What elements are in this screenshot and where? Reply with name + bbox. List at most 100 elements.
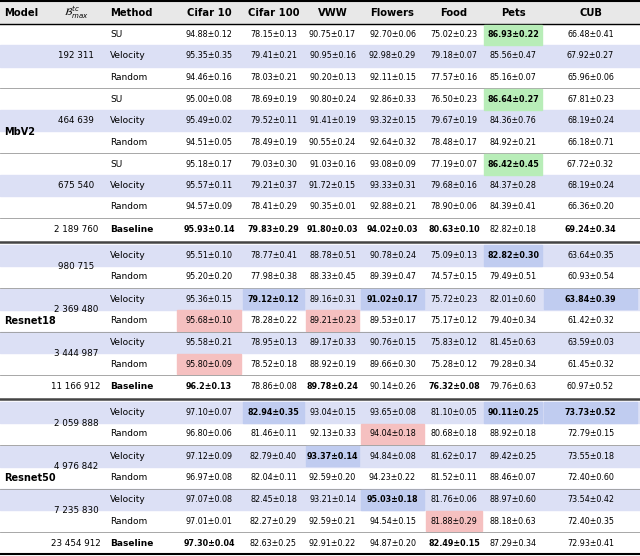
Text: 75.72±0.23: 75.72±0.23	[430, 295, 477, 304]
Text: 60.93±0.54: 60.93±0.54	[567, 272, 614, 281]
Text: 65.96±0.06: 65.96±0.06	[567, 73, 614, 82]
Bar	[0, 175, 640, 196]
Text: 82.01±0.60: 82.01±0.60	[490, 295, 536, 304]
Text: Food: Food	[440, 7, 468, 17]
Text: 92.59±0.20: 92.59±0.20	[309, 473, 356, 482]
Text: 84.37±0.28: 84.37±0.28	[490, 181, 536, 190]
Text: Baseline: Baseline	[110, 225, 154, 234]
Text: 95.49±0.02: 95.49±0.02	[186, 116, 232, 125]
Text: 2 369 480: 2 369 480	[54, 305, 98, 314]
Bar	[544, 403, 637, 423]
Text: 67.92±0.27: 67.92±0.27	[567, 52, 614, 61]
Bar	[544, 289, 637, 309]
Text: 72.79±0.15: 72.79±0.15	[567, 429, 614, 438]
Text: 75.17±0.12: 75.17±0.12	[431, 316, 477, 325]
Text: 66.48±0.41: 66.48±0.41	[567, 30, 614, 39]
Text: 94.88±0.12: 94.88±0.12	[186, 30, 232, 39]
Text: 82.49±0.15: 82.49±0.15	[428, 539, 480, 548]
Text: 89.17±0.33: 89.17±0.33	[309, 338, 356, 348]
Text: 69.24±0.34: 69.24±0.34	[564, 225, 616, 234]
Bar	[0, 110, 640, 131]
Text: 80.68±0.18: 80.68±0.18	[431, 429, 477, 438]
Text: 90.75±0.17: 90.75±0.17	[309, 30, 356, 39]
Text: 76.50±0.23: 76.50±0.23	[431, 95, 477, 104]
Text: 78.90±0.06: 78.90±0.06	[431, 202, 477, 211]
Text: 79.28±0.34: 79.28±0.34	[490, 360, 536, 369]
Text: 95.35±0.35: 95.35±0.35	[186, 52, 232, 61]
Text: 95.20±0.20: 95.20±0.20	[186, 272, 232, 281]
Text: 91.02±0.17: 91.02±0.17	[367, 295, 419, 304]
Bar	[484, 154, 542, 175]
Text: 82.82±0.30: 82.82±0.30	[487, 251, 539, 260]
Text: 93.37±0.14: 93.37±0.14	[307, 451, 358, 461]
Text: 96.2±0.13: 96.2±0.13	[186, 382, 232, 391]
Bar	[306, 446, 359, 466]
Text: 91.80±0.03: 91.80±0.03	[307, 225, 358, 234]
Text: 82.04±0.11: 82.04±0.11	[250, 473, 297, 482]
Bar	[361, 424, 424, 444]
Text: 79.76±0.63: 79.76±0.63	[490, 382, 536, 391]
Text: 94.87±0.20: 94.87±0.20	[369, 539, 416, 548]
Text: 78.41±0.29: 78.41±0.29	[250, 202, 297, 211]
Text: 82.45±0.18: 82.45±0.18	[250, 495, 297, 504]
Text: 89.66±0.30: 89.66±0.30	[369, 360, 416, 369]
Text: 95.57±0.11: 95.57±0.11	[186, 181, 232, 190]
Text: 94.23±0.22: 94.23±0.22	[369, 473, 416, 482]
Text: 68.19±0.24: 68.19±0.24	[567, 116, 614, 125]
Text: 67.72±0.32: 67.72±0.32	[567, 160, 614, 169]
Text: CUB: CUB	[579, 7, 602, 17]
Text: 95.68±0.10: 95.68±0.10	[186, 316, 232, 325]
Text: 73.55±0.18: 73.55±0.18	[567, 451, 614, 461]
Text: 91.03±0.16: 91.03±0.16	[309, 160, 356, 169]
Text: Velocity: Velocity	[110, 408, 146, 417]
Text: 93.33±0.31: 93.33±0.31	[369, 181, 416, 190]
Text: 79.68±0.16: 79.68±0.16	[431, 181, 477, 190]
Text: 88.92±0.18: 88.92±0.18	[490, 429, 536, 438]
Text: 92.86±0.33: 92.86±0.33	[369, 95, 416, 104]
Text: MbV2: MbV2	[4, 127, 35, 137]
Text: 81.46±0.11: 81.46±0.11	[250, 429, 297, 438]
Text: 78.95±0.13: 78.95±0.13	[250, 338, 297, 348]
Text: 79.12±0.12: 79.12±0.12	[248, 295, 300, 304]
Text: 93.32±0.15: 93.32±0.15	[369, 116, 416, 125]
Text: 90.14±0.26: 90.14±0.26	[369, 382, 416, 391]
Text: 97.30±0.04: 97.30±0.04	[183, 539, 235, 548]
Text: 94.46±0.16: 94.46±0.16	[186, 73, 232, 82]
Text: 78.49±0.19: 78.49±0.19	[250, 137, 297, 147]
Text: 97.07±0.08: 97.07±0.08	[186, 495, 232, 504]
Text: 94.54±0.15: 94.54±0.15	[369, 517, 416, 525]
Text: 95.51±0.10: 95.51±0.10	[186, 251, 232, 260]
Text: 89.78±0.24: 89.78±0.24	[307, 382, 358, 391]
Text: 79.41±0.21: 79.41±0.21	[250, 52, 297, 61]
Bar	[484, 24, 542, 45]
Text: 88.92±0.19: 88.92±0.19	[309, 360, 356, 369]
Text: 95.00±0.08: 95.00±0.08	[186, 95, 232, 104]
Text: 90.11±0.25: 90.11±0.25	[487, 408, 539, 417]
Text: 77.57±0.16: 77.57±0.16	[431, 73, 477, 82]
Text: 85.16±0.07: 85.16±0.07	[490, 73, 536, 82]
Bar	[0, 0, 640, 24]
Text: 86.93±0.22: 86.93±0.22	[487, 30, 539, 39]
Text: Random: Random	[110, 517, 147, 525]
Text: Random: Random	[110, 73, 147, 82]
Text: Velocity: Velocity	[110, 116, 146, 125]
Text: 79.67±0.19: 79.67±0.19	[431, 116, 477, 125]
Text: 79.83±0.29: 79.83±0.29	[248, 225, 300, 234]
Text: 81.45±0.63: 81.45±0.63	[490, 338, 536, 348]
Text: 89.16±0.31: 89.16±0.31	[309, 295, 356, 304]
Text: 82.63±0.25: 82.63±0.25	[250, 539, 297, 548]
Text: 78.48±0.17: 78.48±0.17	[431, 137, 477, 147]
Text: 2 189 760: 2 189 760	[54, 225, 98, 234]
Text: 94.04±0.18: 94.04±0.18	[369, 429, 416, 438]
Text: 82.27±0.29: 82.27±0.29	[250, 517, 297, 525]
Text: 92.98±0.29: 92.98±0.29	[369, 52, 416, 61]
Bar	[361, 490, 424, 510]
Text: 95.80±0.09: 95.80±0.09	[186, 360, 232, 369]
Text: 79.21±0.37: 79.21±0.37	[250, 181, 297, 190]
Text: Random: Random	[110, 360, 147, 369]
Text: 84.92±0.21: 84.92±0.21	[490, 137, 536, 147]
Bar	[0, 45, 640, 67]
Text: 92.70±0.06: 92.70±0.06	[369, 30, 416, 39]
Text: Baseline: Baseline	[110, 382, 154, 391]
Text: 85.56±0.47: 85.56±0.47	[490, 52, 536, 61]
